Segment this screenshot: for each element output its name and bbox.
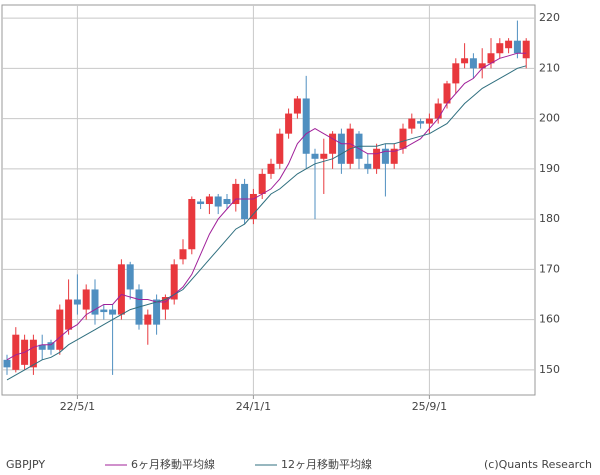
candle-body: [337, 133, 345, 164]
candle-body: [496, 43, 504, 54]
candle-body: [293, 98, 301, 114]
candle-body: [117, 264, 125, 315]
candle-body: [311, 153, 319, 159]
candle-body: [73, 299, 81, 305]
candle-body: [3, 359, 11, 368]
candle-body: [285, 113, 293, 134]
candle-body: [469, 58, 477, 69]
candle-body: [47, 342, 55, 350]
x-tick-label: 25/9/1: [412, 400, 447, 413]
candle-body: [56, 309, 64, 350]
candle-body: [522, 40, 530, 59]
candle-body: [461, 58, 469, 64]
candle-body: [258, 173, 266, 194]
candle-body: [487, 53, 495, 64]
candle-body: [188, 198, 196, 250]
candle-body: [12, 334, 20, 370]
candle-body: [249, 193, 257, 220]
candle-body: [452, 63, 460, 84]
legend-label: 12ヶ月移動平均線: [281, 457, 372, 471]
candle-body: [161, 296, 169, 310]
candle-body: [267, 163, 275, 174]
candle-body: [364, 163, 372, 169]
candle-body: [373, 148, 381, 169]
symbol-label: GBPJPY: [6, 458, 45, 471]
candle-body: [417, 121, 425, 124]
candle-body: [443, 83, 451, 104]
y-tick-label: 160: [539, 313, 560, 326]
candle-body: [505, 40, 513, 49]
candle-body: [223, 198, 231, 205]
y-tick-label: 150: [539, 363, 560, 376]
candle-body: [100, 309, 108, 313]
y-tick-label: 190: [539, 162, 560, 175]
candle-body: [38, 344, 46, 350]
credit: (c)Quants Research: [484, 458, 592, 471]
y-tick-label: 210: [539, 61, 560, 74]
candle-body: [144, 314, 152, 325]
x-tick-label: 22/5/1: [60, 400, 95, 413]
plot-area: [1, 4, 536, 396]
x-tick-label: 24/1/1: [236, 400, 271, 413]
candle-body: [390, 148, 398, 164]
candle-body: [170, 264, 178, 300]
candle-body: [425, 118, 433, 124]
candle-body: [478, 63, 486, 69]
candle-body: [276, 133, 284, 164]
candle-body: [241, 183, 249, 220]
candle-body: [302, 98, 310, 154]
candle-body: [126, 264, 134, 290]
y-tick-label: 220: [539, 11, 560, 24]
candle-body: [329, 133, 337, 154]
candle-body: [29, 339, 37, 368]
y-tick-label: 180: [539, 212, 560, 225]
candle-body: [513, 40, 521, 54]
candle-body: [205, 196, 213, 205]
candle-body: [399, 128, 407, 149]
candle-body: [434, 103, 442, 119]
candle-body: [197, 201, 205, 205]
candle-body: [381, 148, 389, 164]
candle-body: [346, 128, 354, 164]
candle-body: [320, 153, 328, 159]
candle-body: [153, 299, 161, 325]
candle-body: [179, 249, 187, 260]
moving-average: [6, 52, 527, 361]
candle-body: [65, 299, 73, 330]
candle-body: [82, 289, 90, 310]
y-tick-label: 200: [539, 112, 560, 125]
legend-label: 6ヶ月移動平均線: [131, 457, 215, 471]
candle-body: [408, 118, 416, 129]
candle-body: [91, 289, 99, 315]
candle-body: [232, 183, 240, 205]
y-tick-label: 170: [539, 262, 560, 275]
candle-body: [109, 309, 117, 315]
moving-average: [6, 65, 527, 381]
candle-body: [214, 196, 222, 207]
